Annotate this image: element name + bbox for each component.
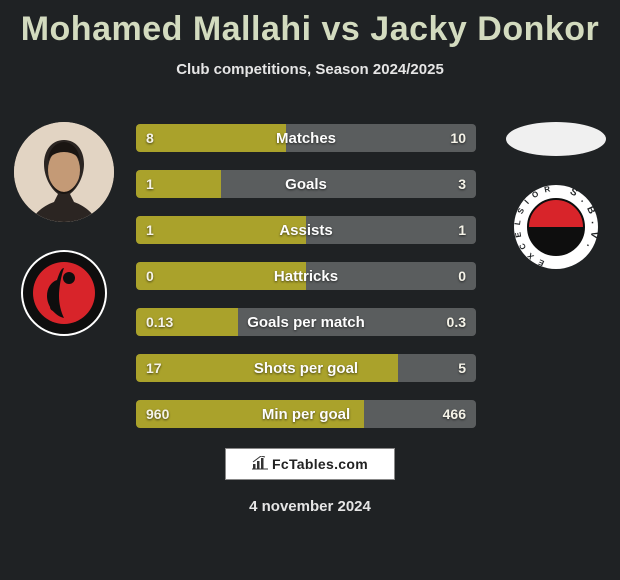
right-player-photo-placeholder: [506, 122, 606, 156]
stat-row: 175Shots per goal: [136, 354, 476, 382]
stat-row: 960466Min per goal: [136, 400, 476, 428]
stat-label: Goals per match: [136, 308, 476, 336]
stat-row: 00Hattricks: [136, 262, 476, 290]
stat-label: Assists: [136, 216, 476, 244]
helmond-logo-icon: [21, 250, 107, 336]
comparison-subtitle: Club competitions, Season 2024/2025: [0, 61, 620, 78]
left-player-column: [10, 122, 118, 336]
right-club-logo: S . B . V . E X C E L S I O R: [513, 184, 599, 270]
stat-label: Hattricks: [136, 262, 476, 290]
footer-brand-badge: FcTables.com: [225, 448, 395, 480]
excelsior-logo-icon: S . B . V . E X C E L S I O R: [513, 184, 599, 270]
stat-label: Min per goal: [136, 400, 476, 428]
stat-label: Shots per goal: [136, 354, 476, 382]
comparison-date: 4 november 2024: [0, 498, 620, 515]
stat-row: 11Assists: [136, 216, 476, 244]
stat-row: 13Goals: [136, 170, 476, 198]
left-player-photo: [14, 122, 114, 222]
player-silhouette-icon: [14, 122, 114, 222]
stat-label: Goals: [136, 170, 476, 198]
right-player-column: S . B . V . E X C E L S I O R: [502, 122, 610, 270]
footer-brand-text: FcTables.com: [272, 456, 368, 472]
stat-bars-container: 810Matches 13Goals 11Assists 00Hattricks 0.1…: [136, 124, 476, 428]
bar-chart-icon: [252, 456, 268, 473]
stat-row: 810Matches: [136, 124, 476, 152]
left-club-logo: [21, 250, 107, 336]
stat-label: Matches: [136, 124, 476, 152]
stat-row: 0.130.3Goals per match: [136, 308, 476, 336]
comparison-title: Mohamed Mallahi vs Jacky Donkor: [0, 0, 620, 49]
